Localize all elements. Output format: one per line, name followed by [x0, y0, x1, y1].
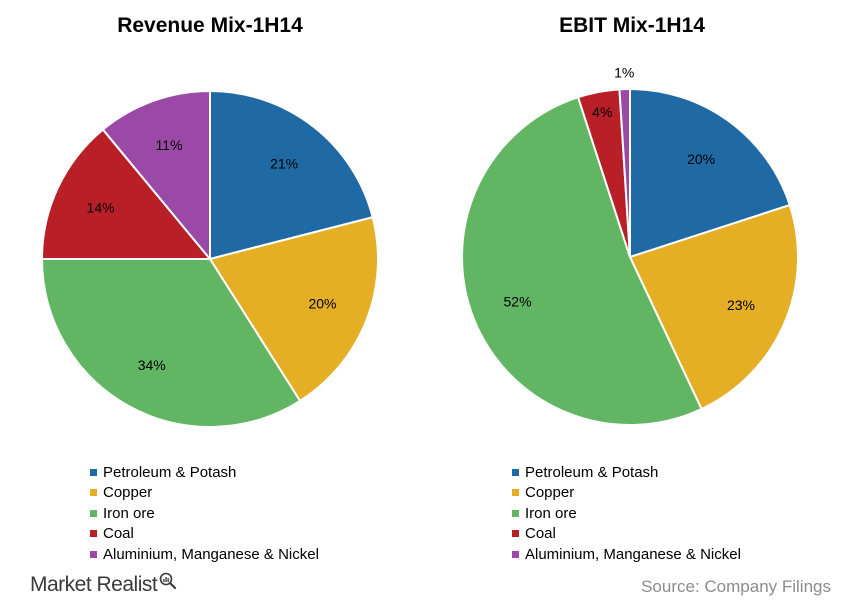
ebit-data-label-0: 20% [687, 151, 715, 167]
revenue-data-label-1: 20% [308, 296, 336, 312]
revenue-legend-item-2: Iron ore [90, 503, 319, 524]
revenue-slice-2 [40, 258, 302, 428]
ebit-legend-item-4: Aluminium, Manganese & Nickel [512, 544, 741, 565]
revenue-legend-item-1: Copper [90, 483, 319, 504]
ebit-legend-label-1: Copper [525, 484, 575, 502]
revenue-legend-item-0: Petroleum & Potash [90, 462, 319, 483]
ebit-legend-swatch-4 [512, 550, 519, 558]
revenue-legend-label-4: Aluminium, Manganese & Nickel [103, 545, 319, 563]
ebit-data-label-4: 1% [614, 64, 634, 80]
revenue-legend-swatch-1 [90, 489, 97, 497]
ebit-legend-item-0: Petroleum & Potash [512, 462, 741, 483]
revenue-legend-label-3: Coal [103, 525, 134, 543]
ebit-legend-item-2: Iron ore [512, 503, 741, 524]
revenue-legend-item-3: Coal [90, 524, 319, 545]
ebit-legend-label-3: Coal [525, 525, 556, 543]
revenue-data-label-3: 14% [87, 199, 115, 215]
revenue-slice-4 [101, 89, 211, 262]
revenue-legend: Petroleum & Potash Copper Iron ore Coal Alum… [90, 462, 319, 565]
ebit-legend-label-2: Iron ore [525, 504, 577, 522]
revenue-slice-3 [40, 128, 213, 260]
ebit-slice-2 [461, 95, 703, 426]
revenue-legend-swatch-4 [90, 550, 97, 558]
brand-logo: Market Realist [30, 572, 177, 597]
magnifier-chart-icon [159, 572, 177, 590]
revenue-slice-0 [209, 89, 374, 261]
ebit-legend-label-0: Petroleum & Potash [525, 463, 659, 481]
ebit-slice-1 [628, 203, 799, 411]
ebit-data-label-1: 23% [727, 297, 755, 313]
revenue-legend-label-0: Petroleum & Potash [103, 463, 237, 481]
revenue-chart-title: Revenue Mix-1H14 [117, 14, 303, 37]
ebit-legend: Petroleum & Potash Copper Iron ore Coal Alum… [512, 462, 741, 565]
ebit-legend-swatch-0 [512, 468, 519, 476]
revenue-data-label-0: 21% [270, 155, 298, 171]
ebit-data-label-2: 52% [504, 294, 532, 310]
ebit-legend-item-1: Copper [512, 483, 741, 504]
ebit-legend-label-4: Aluminium, Manganese & Nickel [525, 545, 741, 563]
revenue-slice-1 [208, 216, 379, 403]
ebit-legend-swatch-1 [512, 489, 519, 497]
ebit-data-label-3: 4% [592, 104, 612, 120]
ebit-chart-title: EBIT Mix-1H14 [559, 14, 705, 37]
revenue-data-label-2: 34% [138, 357, 166, 373]
revenue-legend-swatch-3 [90, 530, 97, 538]
ebit-legend-swatch-2 [512, 509, 519, 517]
revenue-legend-label-1: Copper [103, 484, 153, 502]
revenue-data-label-4: 11% [156, 137, 183, 153]
pie-charts: 21% 20% 34% 14% 11% 20% 23% 52% 4% 1% [40, 64, 799, 428]
ebit-legend-item-3: Coal [512, 524, 741, 545]
revenue-legend-swatch-0 [90, 468, 97, 476]
brand-name: Market Realist [30, 573, 158, 596]
revenue-legend-label-2: Iron ore [103, 504, 155, 522]
source-note: Source: Company Filings [641, 577, 831, 596]
revenue-legend-swatch-2 [90, 509, 97, 517]
ebit-slice-0 [629, 87, 792, 259]
revenue-legend-item-4: Aluminium, Manganese & Nickel [90, 544, 319, 565]
ebit-slice-4 [618, 87, 631, 258]
ebit-legend-swatch-3 [512, 530, 519, 538]
